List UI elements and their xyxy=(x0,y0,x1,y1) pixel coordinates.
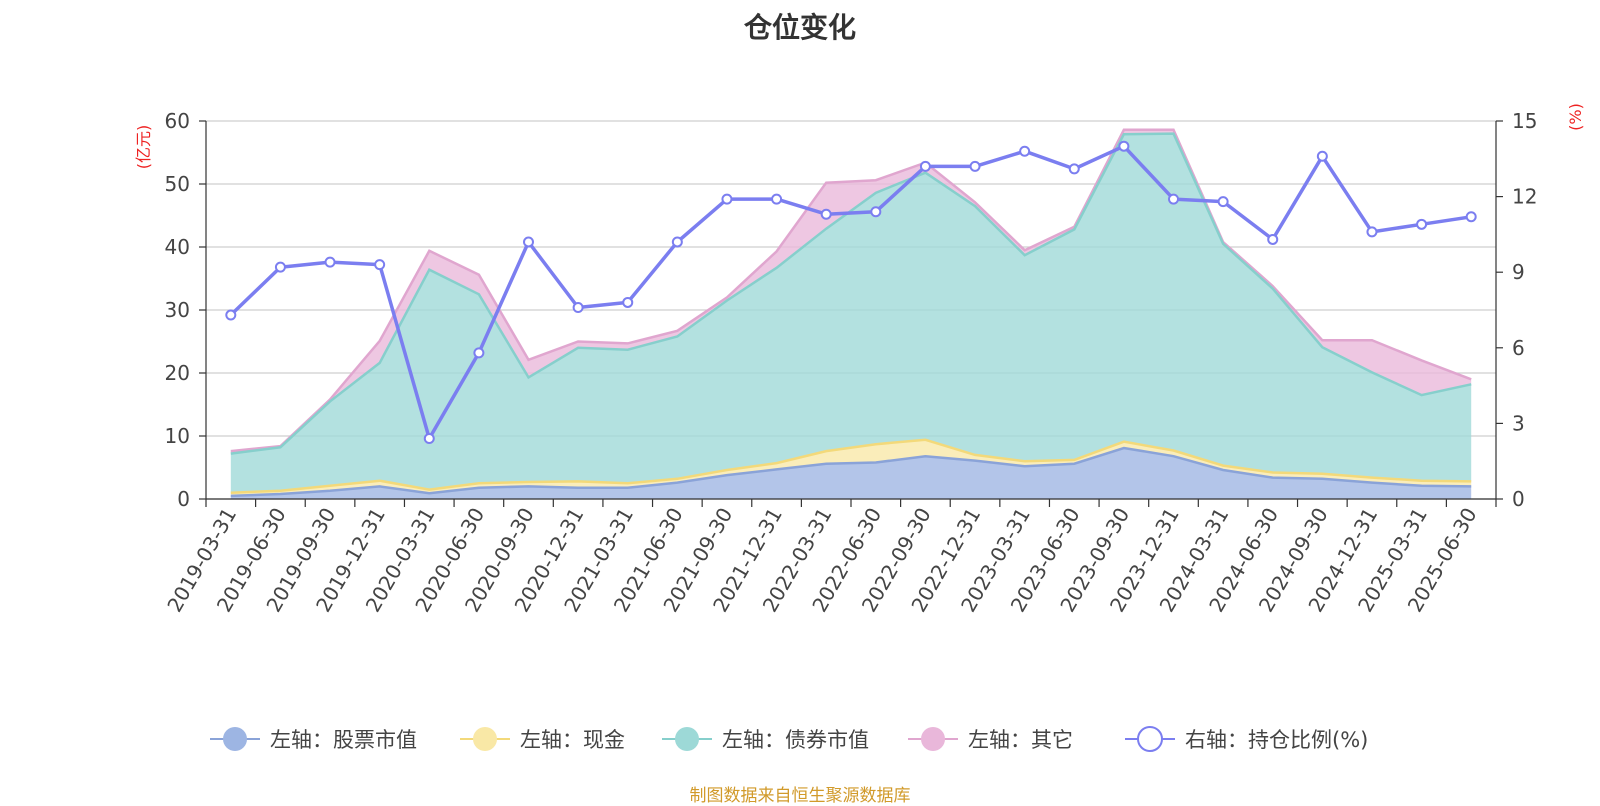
left-tick-label: 10 xyxy=(165,424,190,448)
ratio-point xyxy=(622,296,634,308)
ratio-point xyxy=(671,236,683,248)
ratio-point xyxy=(1168,193,1179,205)
ratio-point xyxy=(374,259,386,271)
legend-label: 左轴：现金 xyxy=(520,728,625,752)
ratio-point xyxy=(1019,145,1031,157)
ratio-line-path xyxy=(229,144,1472,441)
left-tick-label: 50 xyxy=(165,172,190,196)
ratio-line xyxy=(225,140,1477,445)
right-tick-label: 6 xyxy=(1512,336,1525,360)
right-tick-label: 9 xyxy=(1512,260,1525,284)
legend-marker xyxy=(675,727,699,751)
legend-marker xyxy=(223,727,247,751)
ratio-point xyxy=(523,236,534,248)
ratio-point xyxy=(473,347,485,359)
ratio-point xyxy=(721,193,733,205)
left-tick-label: 0 xyxy=(177,487,190,511)
ratio-point xyxy=(1267,233,1279,245)
ratio-point xyxy=(1465,211,1477,223)
ratio-point xyxy=(870,206,882,218)
ratio-point xyxy=(274,261,286,273)
ratio-point xyxy=(969,160,981,172)
legend-marker xyxy=(1137,726,1163,752)
ratio-point xyxy=(820,208,832,220)
right-tick-label: 0 xyxy=(1512,487,1525,511)
legend-label: 左轴：其它 xyxy=(968,728,1073,752)
ratio-point xyxy=(423,433,435,445)
ratio-point xyxy=(324,256,336,268)
right-tick-label: 12 xyxy=(1512,185,1537,209)
ratio-point xyxy=(1416,218,1428,230)
ratio-point xyxy=(225,309,237,321)
ratio-point xyxy=(572,301,584,313)
left-tick-label: 30 xyxy=(165,298,190,322)
legend: 左轴：股票市值 左轴：现金 左轴：债券市值 左轴：其它 右轴：持仓比例(%) xyxy=(210,726,1368,752)
chart-title: 仓位变化 xyxy=(743,11,856,44)
ratio-point xyxy=(1316,150,1328,162)
ratio-point xyxy=(771,193,783,205)
area-0 xyxy=(230,448,1472,499)
legend-marker xyxy=(921,727,945,751)
area-edge-0 xyxy=(230,446,1472,498)
left-tick-label: 60 xyxy=(165,109,190,133)
ratio-point xyxy=(1217,196,1229,208)
ratio-point xyxy=(1366,226,1378,238)
legend-label: 左轴：债券市值 xyxy=(722,728,869,752)
right-tick-label: 15 xyxy=(1512,109,1537,133)
area-edge-3 xyxy=(230,128,1472,453)
area-edge-1 xyxy=(230,438,1472,494)
ratio-point xyxy=(1068,163,1080,175)
legend-label: 右轴：持仓比例(%) xyxy=(1185,728,1368,752)
legend-marker xyxy=(473,727,497,751)
stacked-areas xyxy=(230,128,1472,499)
area-edge-2 xyxy=(230,132,1472,455)
area-3 xyxy=(230,129,1472,454)
area-2 xyxy=(230,133,1472,493)
left-tick-label: 20 xyxy=(165,361,190,385)
right-tick-label: 3 xyxy=(1512,411,1525,435)
right-axis-unit: (%) xyxy=(1566,103,1585,131)
legend-label: 左轴：股票市值 xyxy=(270,728,417,752)
ratio-point xyxy=(919,160,931,172)
left-tick-label: 40 xyxy=(165,235,190,259)
ratio-point xyxy=(1118,140,1130,152)
left-axis-unit: (亿元) xyxy=(134,125,153,170)
source-note: 制图数据来自恒生聚源数据库 xyxy=(689,786,911,806)
